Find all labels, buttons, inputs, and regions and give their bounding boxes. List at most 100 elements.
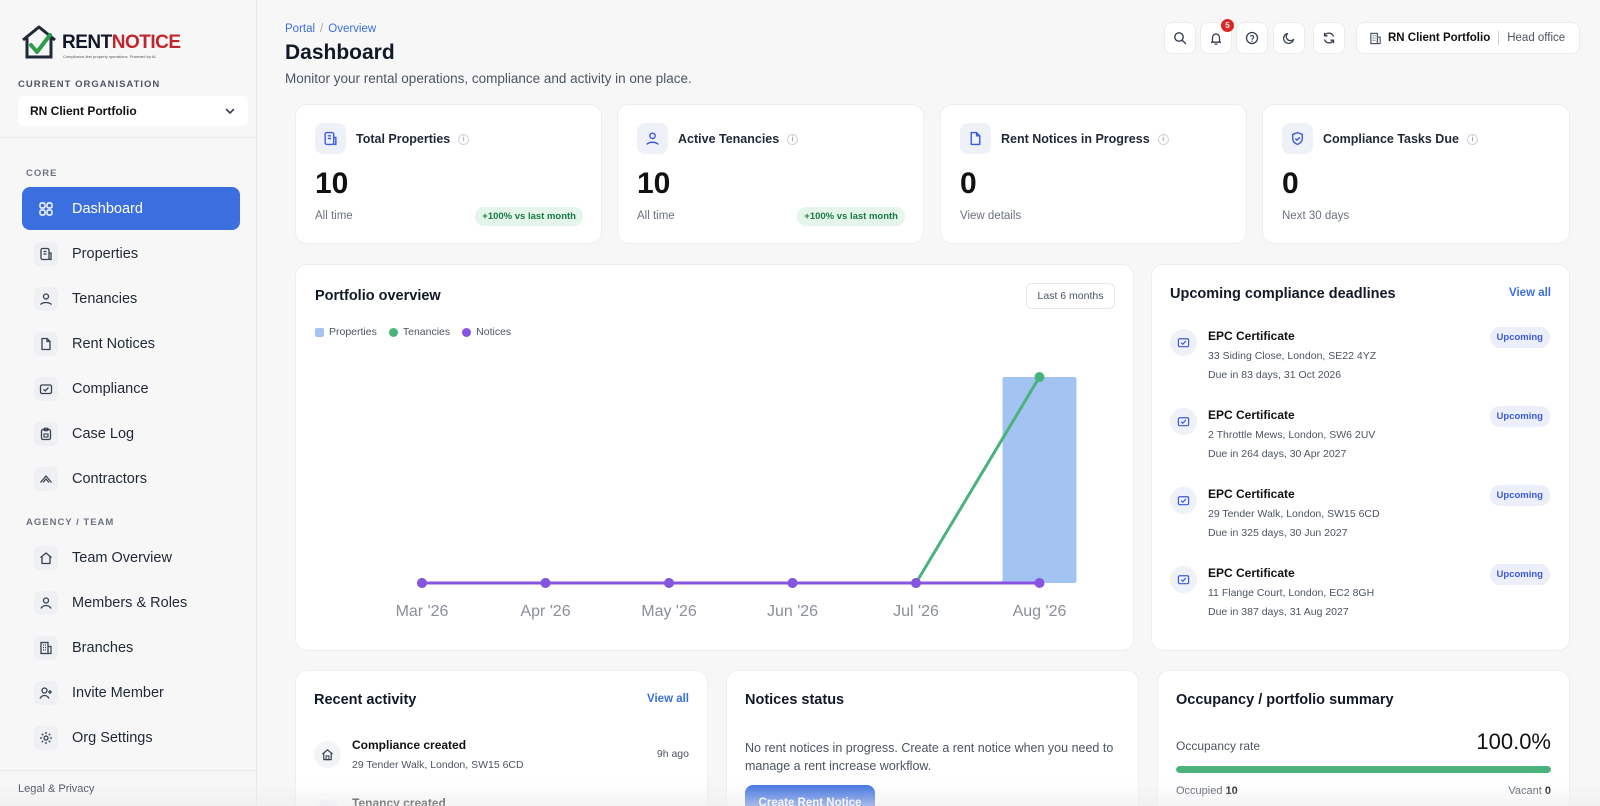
sidebar-item-compliance[interactable]: Compliance (22, 367, 240, 410)
home-icon (34, 545, 58, 570)
legal-privacy-link[interactable]: Legal & Privacy (18, 783, 95, 795)
deadline-item[interactable]: EPC Certificate 29 Tender Walk, London, S… (1170, 483, 1550, 555)
chart-legend: Properties Tenancies Notices (315, 326, 523, 338)
occupancy-rate-label: Occupancy rate (1176, 739, 1261, 753)
deadline-due: Due in 264 days, 30 Apr 2027 (1208, 448, 1347, 460)
sidebar-item-label: Properties (72, 245, 139, 262)
branch-name: Head office (1507, 32, 1566, 44)
search-button[interactable] (1164, 22, 1196, 54)
deadlines-view-all-link[interactable]: View all (1509, 287, 1551, 299)
x-tick-label: Jul '26 (893, 603, 939, 620)
sidebar-item-case-log[interactable]: Case Log (22, 412, 240, 455)
sidebar-item-contractors[interactable]: Contractors (22, 457, 240, 500)
sidebar-item-members-roles[interactable]: Members & Roles (22, 581, 240, 624)
sidebar-item-dashboard[interactable]: Dashboard (22, 187, 240, 230)
legend-item-properties[interactable]: Properties (315, 326, 377, 338)
deadline-item[interactable]: EPC Certificate 2 Throttle Mews, London, … (1170, 404, 1550, 476)
deadline-title: EPC Certificate (1208, 329, 1295, 343)
sidebar-item-team-overview[interactable]: Team Overview (22, 536, 240, 579)
org-select-value: RN Client Portfolio (30, 104, 137, 118)
property-icon (34, 241, 58, 266)
x-tick-label: Mar '26 (396, 603, 449, 620)
stat-card-rent-notices[interactable]: Rent Notices in Progress i 0 View details (940, 104, 1247, 244)
grid-icon (34, 197, 58, 221)
x-tick-label: Apr '26 (520, 603, 570, 620)
deadline-item[interactable]: EPC Certificate 11 Flange Court, London, … (1170, 562, 1550, 634)
moon-icon (1282, 32, 1295, 45)
breadcrumb: Portal / Overview (285, 23, 376, 35)
page-subtitle: Monitor your rental operations, complian… (285, 71, 692, 86)
sidebar-item-properties[interactable]: Properties (22, 232, 240, 275)
compliance-icon (1170, 566, 1197, 593)
bell-icon (1210, 33, 1222, 45)
property-icon (315, 123, 346, 154)
card-title: Portfolio overview (315, 288, 441, 304)
person-icon (34, 590, 58, 615)
point-notices-5 (1034, 578, 1045, 588)
activity-address: 29 Tender Walk, London, SW15 6CD (352, 759, 524, 771)
create-rent-notice-button[interactable]: Create Rent Notice (745, 785, 875, 806)
sidebar-item-label: Contractors (72, 470, 147, 487)
activity-title[interactable]: Tenancy created (352, 796, 446, 806)
legend-item-tenancies[interactable]: Tenancies (388, 326, 450, 338)
sidebar-item-rent-notices[interactable]: Rent Notices (22, 322, 240, 365)
date-range-button[interactable]: Last 6 months (1026, 283, 1115, 309)
status-badge: Upcoming (1489, 406, 1550, 427)
sidebar-divider (0, 770, 256, 771)
org-branch-switcher[interactable]: RN Client Portfolio Head office (1356, 22, 1580, 54)
occupancy-summary-card: Occupancy / portfolio summary Occupancy … (1157, 670, 1570, 806)
refresh-button[interactable] (1313, 22, 1345, 54)
activity-view-all-link[interactable]: View all (647, 693, 689, 705)
compliance-deadlines-card: Upcoming compliance deadlines View all E… (1151, 264, 1570, 651)
stat-title: Compliance Tasks Due i (1323, 132, 1478, 146)
gear-icon (34, 725, 58, 750)
deadline-address: 11 Flange Court, London, EC2 8GH (1208, 587, 1375, 599)
org-select[interactable]: RN Client Portfolio (18, 96, 248, 126)
logo[interactable]: RENTNOTICE Compliance-first property ope… (20, 24, 181, 60)
sidebar-item-branches[interactable]: Branches (22, 626, 240, 669)
status-badge: Upcoming (1489, 327, 1550, 348)
stat-value: 10 (637, 167, 671, 200)
breadcrumb-overview[interactable]: Overview (328, 23, 377, 35)
card-title: Upcoming compliance deadlines (1170, 286, 1396, 302)
vacant-count: Vacant 0 (1508, 785, 1551, 797)
breadcrumb-portal[interactable]: Portal (285, 23, 316, 35)
point-notices-1 (540, 578, 551, 588)
notifications-button[interactable]: 5 (1200, 19, 1234, 54)
legend-item-notices[interactable]: Notices (462, 326, 511, 338)
help-button[interactable] (1236, 22, 1268, 54)
theme-toggle-button[interactable] (1273, 22, 1305, 54)
stat-card-active-tenancies[interactable]: Active Tenancies i 10 All time +100% vs l… (617, 104, 924, 244)
deadline-item[interactable]: EPC Certificate 33 Siding Close, London, … (1170, 325, 1550, 397)
stat-card-total-properties[interactable]: Total Properties i 10 All time +100% vs l… (295, 104, 602, 244)
info-icon[interactable]: i (458, 133, 470, 145)
sidebar: RENTNOTICE Compliance-first property ope… (0, 0, 257, 806)
sidebar-item-tenancies[interactable]: Tenancies (22, 277, 240, 320)
info-icon[interactable]: i (1157, 133, 1169, 145)
info-icon[interactable]: i (787, 133, 799, 145)
view-details-link[interactable]: View details (960, 210, 1022, 222)
document-icon (34, 331, 58, 356)
sidebar-item-label: Compliance (72, 380, 149, 397)
recent-activity-card: Recent activity View all Compliance crea… (295, 670, 708, 806)
activity-title[interactable]: Compliance created (352, 738, 467, 752)
notices-empty-text: No rent notices in progress. Create a re… (745, 741, 1114, 773)
deadline-address: 2 Throttle Mews, London, SW6 2UV (1208, 429, 1376, 441)
breadcrumb-separator: / (320, 23, 324, 35)
stat-card-compliance-tasks[interactable]: Compliance Tasks Due i 0 Next 30 days (1262, 104, 1570, 244)
search-icon (1174, 32, 1187, 45)
sidebar-item-invite-member[interactable]: Invite Member (22, 671, 240, 714)
info-icon[interactable]: i (1466, 133, 1478, 145)
logo-wordmark: RENTNOTICE (62, 31, 181, 53)
stat-value: 10 (315, 167, 349, 200)
sidebar-item-org-settings[interactable]: Org Settings (22, 716, 240, 759)
compliance-icon (1170, 329, 1197, 356)
x-tick-label: Aug '26 (1013, 603, 1067, 620)
sidebar-item-label: Dashboard (72, 200, 143, 217)
card-title: Notices status (745, 692, 845, 708)
point-notices-2 (664, 578, 674, 588)
occupied-count: Occupied 10 (1176, 785, 1238, 797)
point-tenancies-5 (1034, 372, 1045, 382)
compliance-icon (1170, 487, 1197, 514)
stat-subtext: All time (315, 210, 353, 222)
